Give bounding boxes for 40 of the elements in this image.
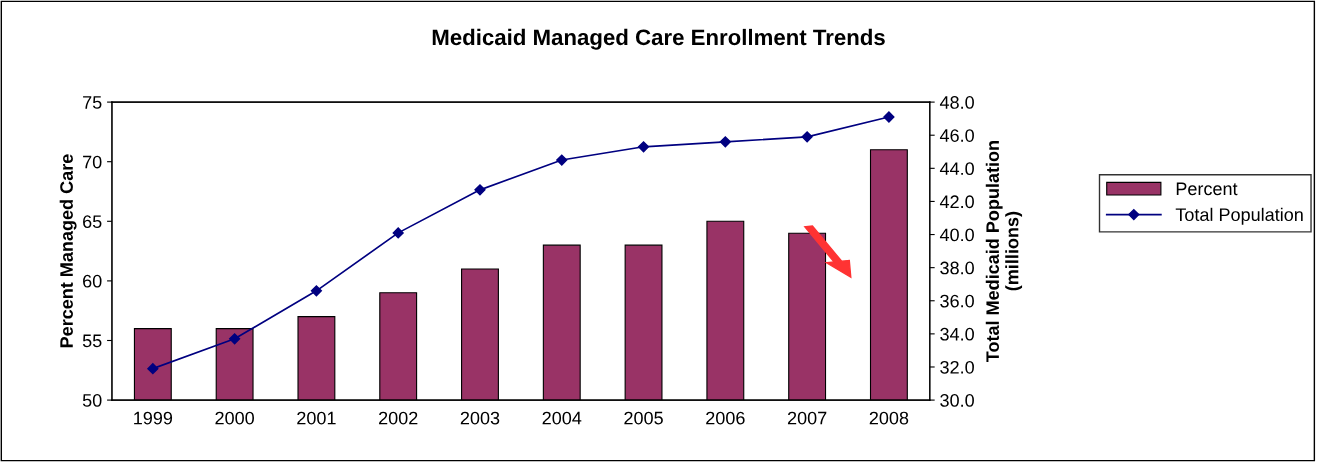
y-tick-label: 60 (83, 274, 102, 288)
point (719, 136, 731, 148)
point (229, 333, 241, 345)
y2-tick-label: 48.0 (939, 96, 974, 109)
legend-label: Percent (1176, 182, 1238, 196)
y-tick-label: 75 (83, 96, 102, 109)
x-tick-label: 2004 (542, 411, 582, 425)
y-tick-label: 55 (82, 334, 102, 348)
chart-title: Medicaid Managed Care Enrollment Trends (432, 28, 885, 50)
y-tick-label: 50 (82, 394, 102, 407)
x-tick-label: 2008 (869, 411, 909, 425)
y2-tick-label: 40.0 (939, 228, 974, 242)
y-tick-label: 70 (83, 155, 102, 169)
y2-tick-label: 44.0 (939, 162, 974, 176)
y2-axis-title: Total Medicaid Population (millions) (985, 141, 1023, 363)
y2-tick-label: 42.0 (939, 195, 974, 209)
x-tick-label: 2000 (215, 411, 254, 425)
x-tick-label: 2001 (297, 411, 336, 425)
point (392, 227, 404, 239)
point (556, 154, 568, 166)
y2-tick-label: 46.0 (939, 129, 974, 142)
y-tick-label: 65 (83, 215, 102, 229)
point (147, 363, 159, 375)
x-tick-label: 2002 (379, 411, 418, 425)
x-tick-label: 2003 (460, 411, 500, 425)
x-tick-label: 2005 (624, 411, 663, 425)
point (801, 131, 813, 143)
y2-tick-label: 32.0 (940, 360, 974, 374)
point (637, 141, 650, 153)
y2-tick-label: 38.0 (940, 261, 974, 275)
y2-tick-label: 34.0 (940, 327, 974, 341)
y2-tick-label: 36.0 (940, 294, 974, 308)
y2-tick-label: 30.0 (940, 394, 974, 407)
x-tick-label: 2007 (787, 411, 827, 425)
point (474, 184, 486, 196)
legend-label: Total Population (1175, 207, 1303, 225)
x-tick-label: 1999 (134, 411, 173, 425)
x-tick-label: 2006 (706, 411, 745, 425)
y-axis-title: Percent Managed Care (59, 154, 77, 348)
point (310, 285, 323, 297)
